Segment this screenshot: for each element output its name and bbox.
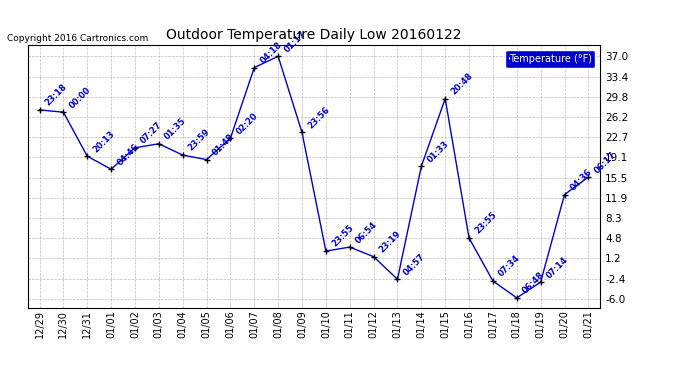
Text: 23:19: 23:19 [377,230,403,255]
Text: 23:59: 23:59 [187,128,212,153]
Text: Copyright 2016 Cartronics.com: Copyright 2016 Cartronics.com [7,34,148,43]
Text: 23:55: 23:55 [473,211,498,236]
Text: 00:00: 00:00 [68,85,92,110]
Text: 02:20: 02:20 [235,111,260,136]
Text: 01:33: 01:33 [426,139,451,164]
Text: 06:48: 06:48 [521,270,546,296]
Text: 01:17: 01:17 [282,29,308,54]
Text: 04:36: 04:36 [569,167,594,192]
Text: 04:18: 04:18 [259,40,284,65]
Text: 04:57: 04:57 [402,252,427,277]
Text: 01:48: 01:48 [210,132,236,158]
Text: 20:48: 20:48 [449,71,475,96]
Text: 23:55: 23:55 [330,224,355,249]
Legend: Temperature (°F): Temperature (°F) [504,50,595,68]
Text: 23:56: 23:56 [306,105,331,130]
Text: 04:46: 04:46 [115,142,141,167]
Text: 07:27: 07:27 [139,120,164,146]
Text: 20:13: 20:13 [91,129,117,154]
Text: 06:54: 06:54 [354,220,380,245]
Text: 07:14: 07:14 [545,255,570,280]
Text: 01:35: 01:35 [163,116,188,142]
Title: Outdoor Temperature Daily Low 20160122: Outdoor Temperature Daily Low 20160122 [166,28,462,42]
Text: 06:17: 06:17 [593,150,618,175]
Text: 23:18: 23:18 [43,82,69,108]
Text: 07:34: 07:34 [497,254,522,279]
